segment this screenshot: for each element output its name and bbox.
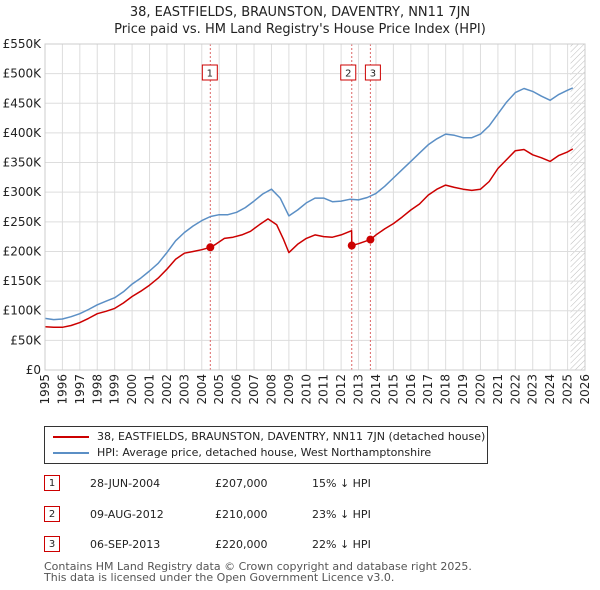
y-tick-label: £500K [3, 67, 43, 81]
transaction-number: 2 [44, 506, 60, 522]
footer: Contains HM Land Registry data © Crown c… [44, 561, 584, 583]
x-tick-label: 1997 [73, 374, 87, 405]
x-tick-label: 2002 [160, 374, 174, 405]
hpi-line [44, 87, 574, 321]
x-tick-label: 2013 [352, 374, 366, 405]
sale-label-number: 2 [345, 69, 351, 80]
sale-point [347, 241, 356, 250]
plot-border [44, 43, 586, 371]
y-tick-label: £200K [3, 244, 43, 258]
x-tick-label: 2026 [578, 374, 592, 405]
x-tick-label: 2023 [526, 374, 540, 405]
x-tick-label: 2016 [404, 374, 418, 405]
x-tick-label: 1998 [90, 374, 104, 405]
x-tick-label: 1996 [55, 374, 69, 405]
y-tick-label: £350K [3, 156, 43, 170]
chart-title-block: 38, EASTFIELDS, BRAUNSTON, DAVENTRY, NN1… [0, 4, 600, 38]
sale-label-box: 2 [340, 64, 357, 81]
transaction-row: 1 28-JUN-2004 £207,000 15% ↓ HPI [0, 474, 420, 494]
sale-label-number: 3 [370, 69, 376, 80]
chart-legend: 38, EASTFIELDS, BRAUNSTON, DAVENTRY, NN1… [44, 426, 488, 464]
footer-licence: This data is licensed under the Open Gov… [44, 571, 395, 584]
transaction-number: 1 [44, 475, 60, 491]
sale-label-frame [364, 64, 381, 81]
transaction-price: £220,000 [215, 538, 268, 551]
chart-subtitle: Price paid vs. HM Land Registry's House … [114, 22, 486, 37]
sale-label-box: 1 [201, 64, 218, 81]
y-tick-label: £300K [3, 185, 43, 199]
sale-point [366, 235, 375, 244]
y-tick-label: £250K [3, 215, 43, 229]
sale-point [206, 243, 215, 252]
future-hatch-region [570, 44, 585, 370]
x-tick-label: 2025 [561, 374, 575, 405]
x-tick-label: 2019 [456, 374, 470, 405]
x-tick-label: 2017 [421, 374, 435, 405]
transaction-date: 28-JUN-2004 [90, 477, 161, 490]
transaction-price: £207,000 [215, 477, 268, 490]
x-tick-label: 2004 [195, 374, 209, 405]
transaction-hpi-diff: 15% ↓ HPI [312, 477, 371, 490]
footer-copyright: Contains HM Land Registry data © Crown c… [44, 560, 472, 573]
x-tick-label: 2024 [543, 374, 557, 405]
property-price-line [44, 148, 574, 329]
x-tick-label: 2006 [230, 374, 244, 405]
transaction-date: 09-AUG-2012 [90, 508, 164, 521]
transaction-price: £210,000 [215, 508, 268, 521]
transaction-date: 06-SEP-2013 [90, 538, 161, 551]
x-tick-label: 2003 [177, 374, 191, 405]
x-tick-label: 1999 [108, 374, 122, 405]
sale-label-frame [340, 64, 357, 81]
transaction-row: 2 09-AUG-2012 £210,000 23% ↓ HPI [0, 505, 420, 525]
y-tick-label: £100K [3, 304, 43, 318]
transaction-hpi-diff: 22% ↓ HPI [312, 538, 371, 551]
x-tick-label: 2020 [473, 374, 487, 405]
sale-label-number: 1 [207, 69, 213, 80]
price-chart: 1 2 3 £0 £50K £100K £150K £200K £250K £300K £350K… [3, 37, 592, 405]
x-tick-label: 2008 [264, 374, 278, 405]
transaction-number: 3 [44, 536, 60, 552]
x-tick-label: 2022 [508, 374, 522, 405]
sale-label-frame [201, 64, 218, 81]
plot-area [45, 44, 585, 370]
x-tick-label: 2018 [439, 374, 453, 405]
y-tick-label: £50K [10, 333, 42, 347]
legend-label-hpi: HPI: Average price, detached house, West… [97, 446, 432, 459]
y-tick-label: £450K [3, 96, 43, 110]
x-tick-label: 2014 [369, 374, 383, 405]
legend-swatch-property [53, 436, 89, 438]
x-tick-label: 2007 [247, 374, 261, 405]
x-tick-label: 1995 [38, 374, 52, 405]
x-tick-label: 2009 [282, 374, 296, 405]
y-tick-label: £400K [3, 126, 43, 140]
y-tick-label: £0 [26, 363, 41, 377]
y-tick-label: £150K [3, 274, 43, 288]
x-tick-label: 2000 [125, 374, 139, 405]
legend-swatch-hpi [53, 452, 89, 454]
y-tick-label: £550K [3, 37, 43, 51]
transaction-hpi-diff: 23% ↓ HPI [312, 508, 371, 521]
sale-label-box: 3 [364, 64, 381, 81]
x-tick-label: 2015 [386, 374, 400, 405]
x-tick-label: 2021 [491, 374, 505, 405]
legend-label-property: 38, EASTFIELDS, BRAUNSTON, DAVENTRY, NN1… [97, 430, 486, 443]
x-tick-label: 2001 [143, 374, 157, 405]
x-tick-label: 2012 [334, 374, 348, 405]
x-tick-label: 2005 [212, 374, 226, 405]
transaction-row: 3 06-SEP-2013 £220,000 22% ↓ HPI [0, 535, 420, 555]
x-tick-label: 2011 [317, 374, 331, 405]
chart-title: 38, EASTFIELDS, BRAUNSTON, DAVENTRY, NN1… [129, 5, 471, 20]
x-tick-label: 2010 [299, 374, 313, 405]
